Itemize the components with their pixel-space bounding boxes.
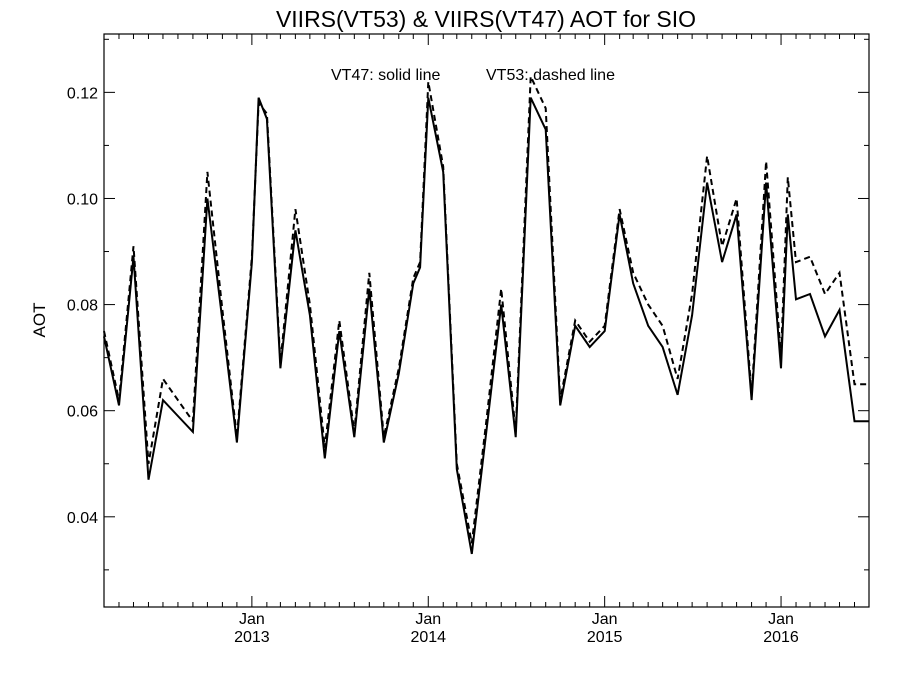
y-tick-label: 0.04 [67, 510, 98, 527]
x-tick-year-label: 2016 [763, 629, 799, 646]
axis-tick-labels: 0.040.060.080.100.12Jan2013Jan2014Jan201… [67, 85, 799, 646]
y-tick-label: 0.06 [67, 404, 98, 421]
y-tick-label: 0.10 [67, 191, 98, 208]
axis-ticks [104, 34, 869, 607]
chart-title: VIIRS(VT53) & VIIRS(VT47) AOT for SIO [276, 6, 696, 32]
y-tick-label: 0.12 [67, 85, 98, 102]
annotation-vt53: VT53: dashed line [486, 67, 615, 84]
x-tick-month-label: Jan [415, 611, 441, 628]
series-line-vt53 [103, 75, 869, 544]
y-axis-label: AOT [30, 303, 49, 338]
series-line-vt47 [103, 97, 869, 555]
plot-frame [103, 33, 870, 608]
series-layer [103, 75, 869, 555]
x-tick-year-label: 2013 [234, 629, 270, 646]
x-tick-month-label: Jan [239, 611, 265, 628]
annotation-vt47: VT47: solid line [331, 67, 440, 84]
x-tick-month-label: Jan [768, 611, 794, 628]
y-tick-label: 0.08 [67, 298, 98, 315]
x-tick-year-label: 2014 [410, 629, 446, 646]
x-tick-month-label: Jan [592, 611, 618, 628]
x-tick-year-label: 2015 [587, 629, 623, 646]
